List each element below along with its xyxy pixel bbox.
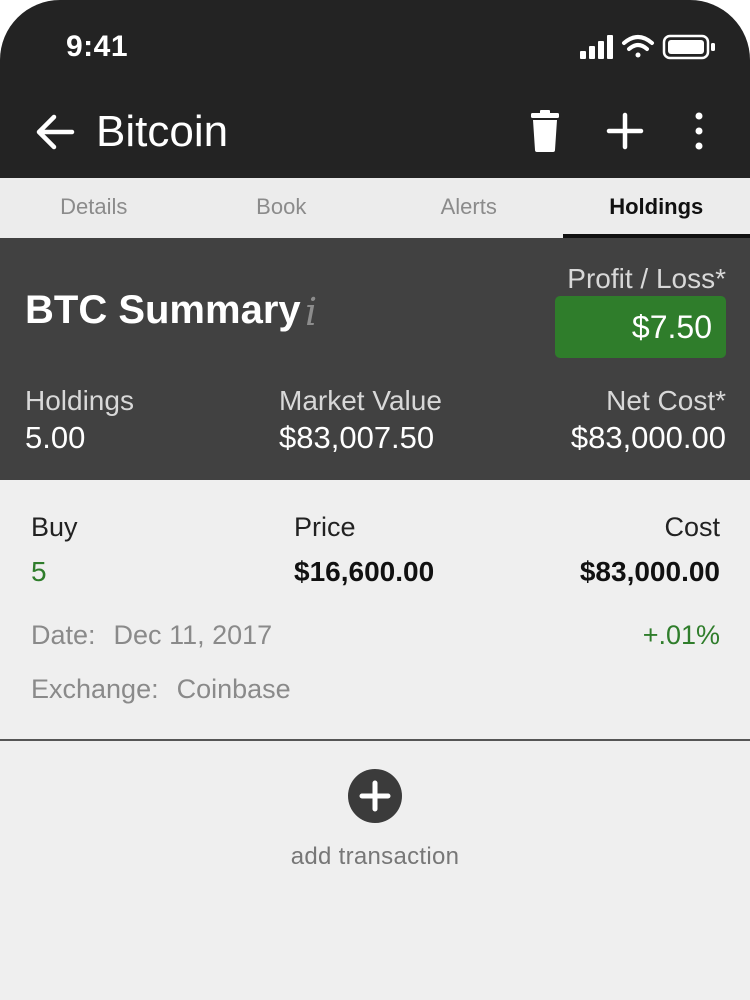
transaction-exchange: Exchange: Coinbase [31,674,291,705]
cost-label: Cost [664,512,720,542]
plus-icon[interactable] [606,112,644,150]
date-value: Dec 11, 2017 [113,620,273,650]
status-time: 9:41 [66,30,129,63]
exchange-value: Coinbase [176,674,291,704]
market-value-label: Market Value [279,385,442,416]
transaction-type: Buy [31,512,78,542]
add-transaction-label[interactable]: add transaction [290,843,460,870]
cost-value: $83,000.00 [579,556,720,587]
holdings-label: Holdings [25,385,134,416]
transaction-date: Date: Dec 11, 2017 [31,620,272,651]
date-label: Date: [31,620,96,650]
tab-alerts[interactable]: Alerts [440,194,497,219]
price-value: $16,600.00 [294,556,435,587]
transaction-quantity: 5 [31,556,47,587]
price-label: Price [294,512,356,542]
profit-loss-label: Profit / Loss* [567,263,726,294]
summary-panel: BTC Summary i Profit / Loss* $7.50 Holdi… [0,238,750,480]
signal-icon [580,35,613,59]
info-icon[interactable]: i [305,290,318,334]
tab-bar: Details Book Alerts Holdings [0,178,750,238]
holdings-value: 5.00 [25,420,86,455]
page-title: Bitcoin [96,107,229,156]
net-cost-label: Net Cost* [606,385,726,416]
transaction-row[interactable]: Buy 5 Price $16,600.00 Cost $83,000.00 D… [0,480,750,741]
summary-title: BTC Summary [25,288,301,332]
net-cost-value: $83,000.00 [570,420,726,455]
app-header: 9:41 Bitcoin [0,0,750,178]
tab-holdings[interactable]: Holdings [562,178,750,238]
status-icons [580,34,715,60]
back-arrow-icon[interactable] [32,108,76,156]
wifi-icon [622,35,654,58]
tab-book[interactable]: Book [256,194,307,219]
battery-icon [662,34,715,60]
profit-loss-badge: $7.50 [555,296,726,358]
exchange-label: Exchange: [31,674,159,704]
market-value-value: $83,007.50 [279,420,435,455]
more-vertical-icon[interactable] [686,110,712,152]
tab-details[interactable]: Details [60,194,128,219]
trash-icon[interactable] [528,110,562,152]
add-circle-icon[interactable] [347,768,403,824]
change-percent: +.01% [642,620,720,650]
